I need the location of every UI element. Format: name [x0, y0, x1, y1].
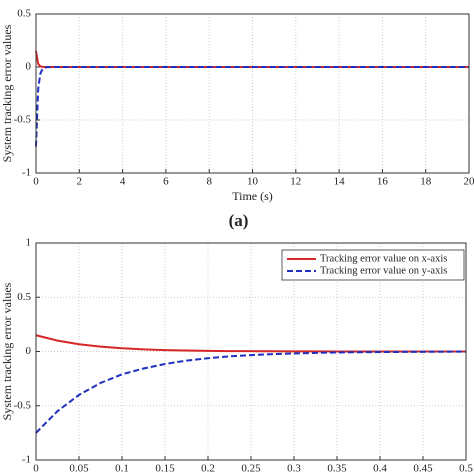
x-tick-label: 16	[377, 176, 389, 188]
x-tick-label: 20	[464, 176, 474, 188]
x-tick-label: 0.5	[459, 463, 473, 474]
y-tick-label: 0	[26, 61, 32, 73]
series-line	[35, 66, 469, 147]
axes-frame	[35, 13, 470, 174]
x-tick-label: 0.2	[201, 463, 215, 474]
x-tick-label: 0	[33, 176, 39, 188]
y-tick-label: -1	[22, 454, 31, 466]
y-tick-label: 0.5	[17, 291, 31, 303]
legend-label: Tracking error value on x-axis	[320, 253, 447, 264]
x-tick-label: 10	[247, 176, 259, 188]
y-axis-label: System tracking error values	[0, 282, 14, 420]
x-tick-label: 0.25	[241, 463, 261, 474]
y-tick-label: -0.5	[14, 114, 32, 126]
x-tick-label: 0.15	[155, 463, 175, 474]
x-tick-label: 8	[206, 176, 212, 188]
caption: (a)	[229, 211, 249, 230]
x-tick-label: 0	[33, 463, 39, 474]
x-tick-label: 18	[420, 176, 432, 188]
x-tick-label: 0.05	[69, 463, 89, 474]
axes-frame	[35, 242, 467, 461]
y-tick-label: 0	[26, 345, 32, 357]
x-tick-label: 6	[163, 176, 169, 188]
legend-box	[281, 249, 465, 281]
y-tick-label: -0.5	[14, 399, 32, 411]
series-line	[35, 350, 467, 434]
x-tick-label: 4	[120, 176, 126, 188]
x-tick-label: 2	[77, 176, 83, 188]
x-tick-label: 0.1	[115, 463, 129, 474]
y-tick-label: 1	[26, 237, 32, 249]
x-tick-label: 0.3	[287, 463, 301, 474]
x-tick-label: 0.45	[413, 463, 433, 474]
x-tick-label: 0.35	[327, 463, 347, 474]
y-tick-label: 0.5	[17, 8, 31, 20]
y-axis-label: System tracking error values	[0, 24, 14, 162]
x-tick-label: 12	[290, 176, 301, 188]
x-axis-label: Time (s)	[232, 189, 273, 203]
y-tick-label: -1	[22, 167, 31, 179]
legend-label: Tracking error value on y-axis	[320, 265, 447, 276]
x-tick-label: 0.4	[373, 463, 387, 474]
x-tick-label: 14	[334, 176, 346, 188]
